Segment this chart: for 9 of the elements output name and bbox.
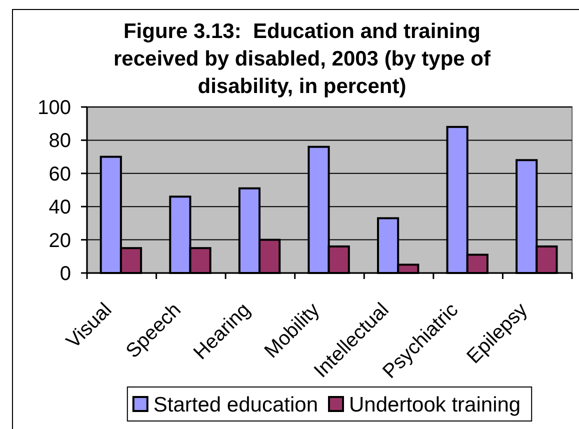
y-tick-label: 20 <box>48 230 71 252</box>
y-tick-label: 0 <box>60 263 71 285</box>
y-tick-label: 80 <box>48 130 71 152</box>
y-tick-label: 100 <box>38 97 71 119</box>
legend-label: Started education <box>153 393 318 416</box>
legend-label: Undertook training <box>349 393 521 416</box>
y-tick-label: 40 <box>48 196 71 219</box>
y-tick-label: 60 <box>48 163 71 186</box>
chart-title: Figure 3.13: Education and training received by disabled, 2003 (by type of disability, in percent) <box>114 20 492 98</box>
